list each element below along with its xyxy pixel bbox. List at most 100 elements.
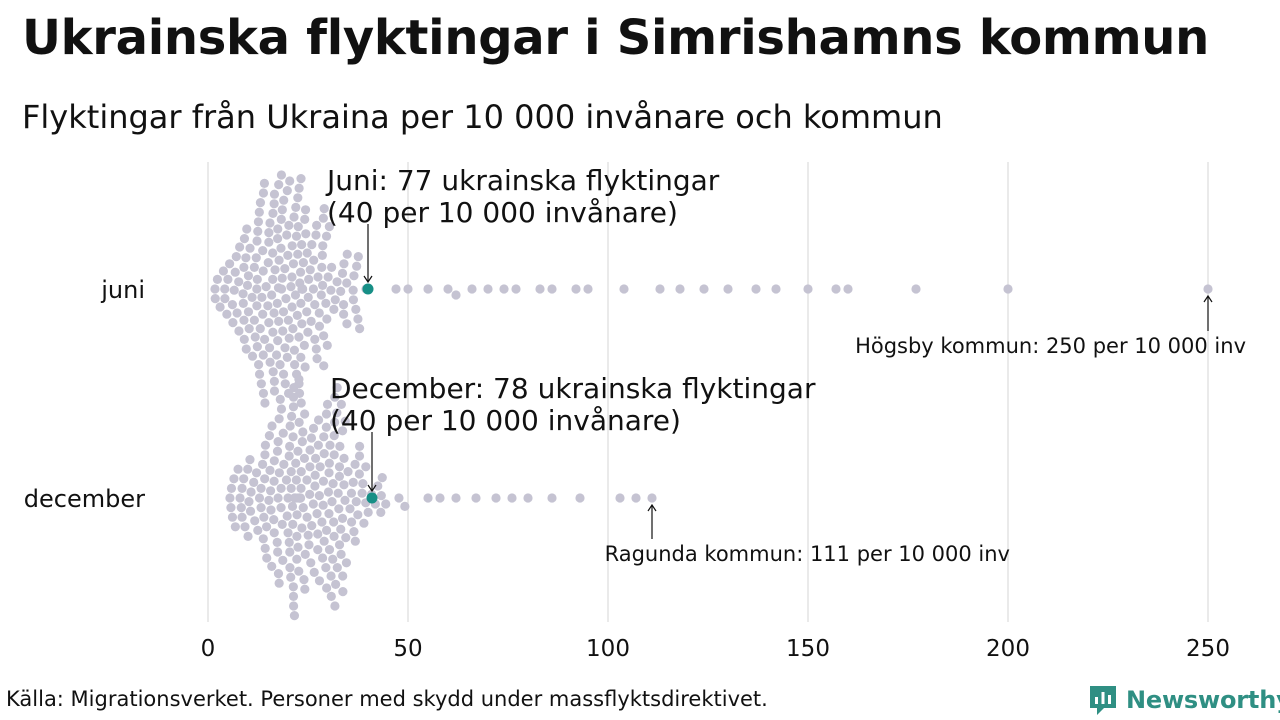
dot-december-188 (339, 480, 349, 490)
dot-december-222 (423, 493, 433, 503)
dot-december-133 (313, 529, 323, 539)
dot-juni-79 (269, 376, 279, 386)
dot-juni-82 (270, 265, 280, 275)
dot-december-165 (329, 531, 339, 542)
dot-juni-39 (252, 284, 262, 294)
dot-december-57 (277, 519, 287, 530)
dot-juni-19 (238, 289, 248, 299)
dot-juni-94 (276, 243, 286, 253)
dot-december-98 (294, 374, 304, 384)
dot-december-177 (334, 471, 345, 481)
row-label-juni: juni (100, 276, 145, 304)
dot-december-48 (273, 547, 283, 557)
dot-december-113 (300, 409, 310, 419)
dot-december-141 (317, 553, 328, 563)
dot-juni-93 (275, 394, 285, 404)
dot-juni-121 (287, 241, 297, 251)
dot-december-54 (274, 468, 284, 478)
dot-juni-156 (300, 362, 310, 372)
dot-juni-190 (322, 340, 332, 350)
dot-juni-63 (263, 301, 273, 311)
x-tick-label-0: 0 (201, 636, 216, 662)
dot-juni-153 (298, 258, 308, 268)
dot-juni-208 (349, 271, 359, 281)
dot-december-181 (336, 524, 346, 534)
dot-juni-109 (282, 230, 292, 240)
dot-juni-129 (291, 231, 302, 241)
dot-juni-53 (258, 309, 268, 319)
dot-juni-152 (298, 284, 308, 294)
dot-december-53 (274, 578, 284, 588)
dot-december-209 (359, 518, 369, 528)
dot-december-77 (288, 432, 298, 442)
dot-juni-99 (277, 273, 287, 283)
dot-juni-47 (254, 207, 264, 217)
dot-juni-11 (228, 318, 238, 328)
grid-lines (207, 162, 1209, 622)
dot-juni-100 (277, 205, 287, 215)
dot-juni-170 (310, 334, 320, 344)
brand-name: Newsworthy (1126, 686, 1280, 714)
dot-juni-197 (332, 277, 342, 287)
dot-december-220 (394, 493, 404, 503)
dot-december-207 (357, 488, 367, 498)
dot-december-157 (324, 545, 335, 555)
dot-december-124 (306, 433, 317, 443)
dot-juni-142 (296, 298, 306, 308)
dot-juni-236 (831, 284, 841, 294)
dot-december-94 (293, 446, 303, 456)
dot-juni-50 (255, 198, 266, 208)
dot-juni-234 (771, 284, 781, 294)
dot-december-95 (293, 542, 303, 552)
dot-december-75 (287, 501, 298, 511)
dot-december-131 (311, 453, 321, 463)
dot-december-134 (313, 545, 323, 555)
dot-juni-102 (278, 307, 289, 317)
dot-juni-240 (1203, 284, 1213, 294)
dot-juni-215 (391, 284, 401, 294)
dot-december-163 (328, 479, 338, 489)
dot-juni-5 (220, 284, 230, 294)
annotation-max-arrowhead-juni (1203, 294, 1213, 303)
dot-december-168 (330, 417, 340, 427)
dot-december-144 (319, 432, 329, 442)
dot-december-4 (229, 474, 239, 484)
dot-december-49 (273, 493, 283, 503)
dot-december-183 (336, 399, 346, 409)
beeswarm-chart: 0 50 100 150 200 250 juni december Juni: 77 uk… (24, 162, 1246, 662)
dot-juni-141 (296, 352, 306, 362)
dot-juni-157 (300, 205, 311, 215)
dot-juni-119 (287, 272, 297, 282)
dot-juni-75 (268, 208, 278, 218)
dot-december-25 (256, 483, 266, 493)
dot-december-161 (327, 497, 337, 507)
dot-december-178 (334, 462, 345, 472)
dot-juni-128 (291, 202, 301, 212)
dot-december-88 (291, 458, 301, 468)
dot-juni-227 (583, 284, 593, 294)
dot-juni-83 (271, 350, 282, 360)
dot-juni-12 (229, 285, 239, 295)
dot-december-145 (319, 536, 329, 546)
dot-december-200 (350, 459, 360, 469)
dot-juni-226 (571, 284, 581, 294)
dot-december-66 (284, 537, 294, 548)
dot-juni-171 (311, 230, 321, 240)
dot-juni-116 (284, 333, 294, 343)
dot-december-127 (308, 423, 319, 433)
dot-juni-175 (313, 272, 323, 282)
x-tick-label-200: 200 (986, 636, 1030, 662)
dot-december-229 (547, 493, 557, 503)
dot-juni-44 (253, 226, 263, 236)
dot-juni-237 (843, 284, 853, 294)
dot-december-45 (269, 456, 279, 466)
dot-juni-86 (273, 336, 283, 346)
dot-juni-36 (249, 315, 259, 325)
dot-juni-59 (259, 178, 270, 188)
dot-december-162 (328, 554, 338, 564)
dot-juni-140 (295, 267, 306, 277)
dot-december-189 (339, 453, 349, 463)
dot-december-154 (324, 508, 334, 519)
dot-juni-169 (310, 300, 320, 310)
dot-december-158 (325, 440, 335, 450)
